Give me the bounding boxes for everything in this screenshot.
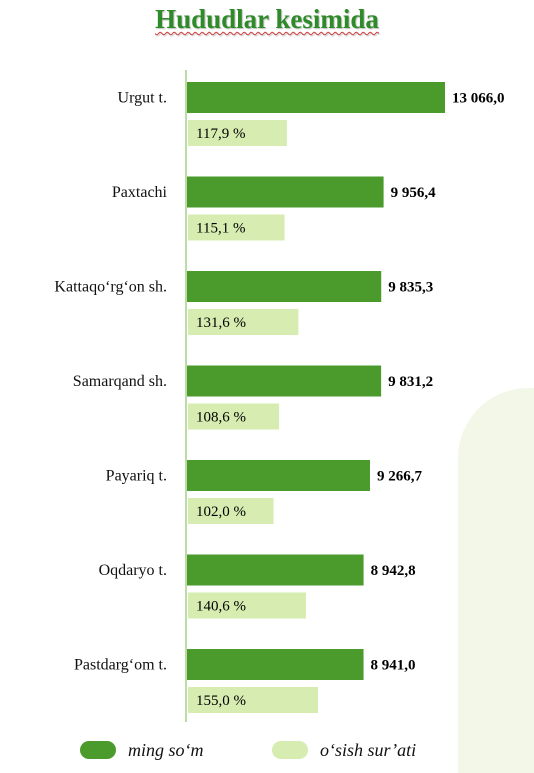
- bar-amount: [187, 365, 382, 397]
- bar-growth: [188, 498, 274, 524]
- value-label-amount: 9 831,2: [388, 374, 433, 390]
- legend: ming so‘m o‘sish sur’ati: [0, 735, 534, 765]
- value-label-growth: 117,9 %: [196, 126, 245, 142]
- value-label-growth: 108,6 %: [196, 410, 246, 426]
- category-label: Paxtachi: [112, 184, 168, 201]
- bar-amount: [187, 554, 364, 586]
- category-label: Kattaqo‘rg‘on sh.: [54, 279, 167, 296]
- background-decoration: [458, 388, 534, 773]
- bars-layer: [187, 82, 445, 713]
- value-label-amount: 8 941,0: [371, 658, 416, 674]
- bar-amount: [187, 649, 364, 680]
- labels-layer: Urgut t. 13 066,0 117,9 % Paxtachi 9 956,4 11…: [54, 90, 504, 710]
- category-label: Payariq t.: [106, 468, 167, 485]
- legend-swatch-amount: [80, 741, 116, 759]
- value-label-amount: 9 956,4: [391, 185, 437, 201]
- bar-amount: [187, 460, 370, 491]
- value-label-growth: 115,1 %: [196, 221, 245, 237]
- bar-chart: Urgut t. 13 066,0 117,9 % Paxtachi 9 956,4 11…: [54, 70, 505, 722]
- value-label-amount: 9 835,3: [388, 280, 433, 296]
- bar-growth: [188, 592, 306, 619]
- category-label: Samarqand sh.: [73, 373, 167, 390]
- bar-amount: [187, 176, 384, 208]
- legend-swatch-growth: [272, 741, 308, 759]
- bar-amount: [187, 271, 382, 302]
- bar-amount: [187, 82, 445, 113]
- category-label: Urgut t.: [118, 90, 167, 107]
- category-label: Oqdaryo t.: [99, 562, 167, 579]
- bar-growth: [188, 214, 285, 241]
- value-label-growth: 131,6 %: [196, 315, 246, 331]
- category-label: Pastdarg‘om t.: [74, 657, 167, 674]
- bar-growth: [188, 403, 280, 430]
- bar-growth: [188, 309, 299, 335]
- bar-growth: [188, 687, 318, 713]
- legend-label-growth: o‘sish sur’ati: [320, 739, 417, 760]
- value-label-amount: 8 942,8: [371, 563, 416, 579]
- legend-item-amount: ming so‘m: [80, 735, 204, 765]
- value-label-growth: 155,0 %: [196, 693, 246, 709]
- value-label-growth: 140,6 %: [196, 599, 246, 615]
- value-label-amount: 13 066,0: [452, 91, 505, 107]
- chart-title: Hududlar kesimida: [0, 4, 534, 35]
- bar-growth: [188, 120, 287, 146]
- legend-item-growth: o‘sish sur’ati: [272, 735, 416, 765]
- value-label-growth: 102,0 %: [196, 504, 246, 520]
- value-label-amount: 9 266,7: [377, 469, 423, 485]
- legend-label-amount: ming so‘m: [128, 739, 204, 760]
- chart-title-text: Hududlar kesimida: [155, 4, 379, 34]
